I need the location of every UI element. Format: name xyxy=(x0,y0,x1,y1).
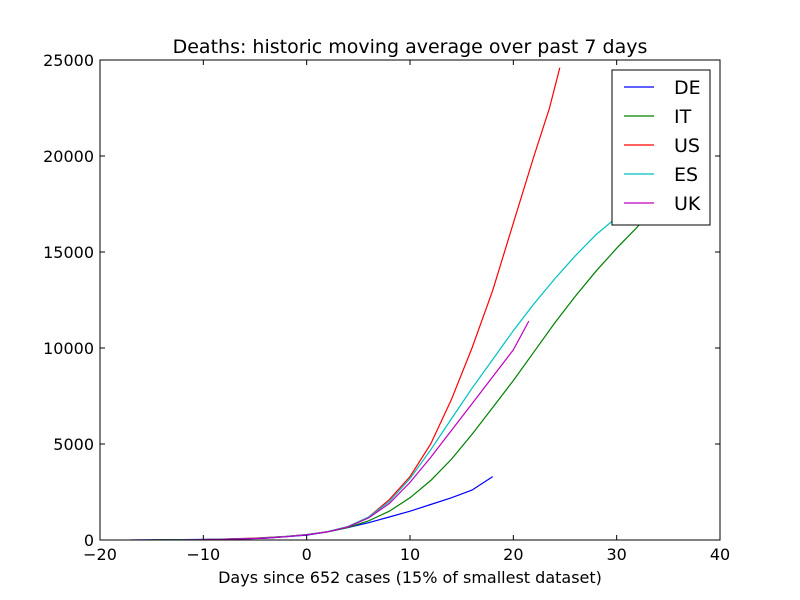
axis-ticks: −20 −10 0 10 20 30 40 0 5000 10000 15000 20000 25000 xyxy=(43,51,730,564)
series-line-uk xyxy=(182,320,530,540)
series-line-es xyxy=(151,201,638,540)
plot-lines xyxy=(130,67,649,540)
series-line-us xyxy=(151,67,561,540)
y-tick-label: 25000 xyxy=(43,51,94,70)
legend-label-es: ES xyxy=(674,164,698,186)
legend: DE IT US ES UK xyxy=(611,69,711,226)
y-tick-label: 20000 xyxy=(43,147,94,166)
x-tick-label: −10 xyxy=(186,545,220,564)
y-tick-label: 10000 xyxy=(43,339,94,358)
y-tick-label: 5000 xyxy=(53,435,94,454)
x-tick-label: 30 xyxy=(606,545,626,564)
legend-label-us: US xyxy=(674,135,700,157)
x-tick-label: −20 xyxy=(83,545,117,564)
y-tick-label: 0 xyxy=(84,531,94,550)
legend-box xyxy=(611,69,711,226)
series-line-de xyxy=(130,476,494,540)
legend-label-de: DE xyxy=(674,77,701,99)
x-tick-label: 20 xyxy=(503,545,523,564)
x-tick-label: 10 xyxy=(400,545,420,564)
legend-label-it: IT xyxy=(674,106,692,128)
y-tick-label: 15000 xyxy=(43,243,94,262)
x-tick-label: 0 xyxy=(302,545,312,564)
x-axis-label: Days since 652 cases (15% of smallest da… xyxy=(218,568,602,587)
legend-label-uk: UK xyxy=(674,193,701,215)
series-line-it xyxy=(151,215,649,540)
x-tick-label: 40 xyxy=(710,545,730,564)
chart-title: Deaths: historic moving average over pas… xyxy=(173,36,648,58)
